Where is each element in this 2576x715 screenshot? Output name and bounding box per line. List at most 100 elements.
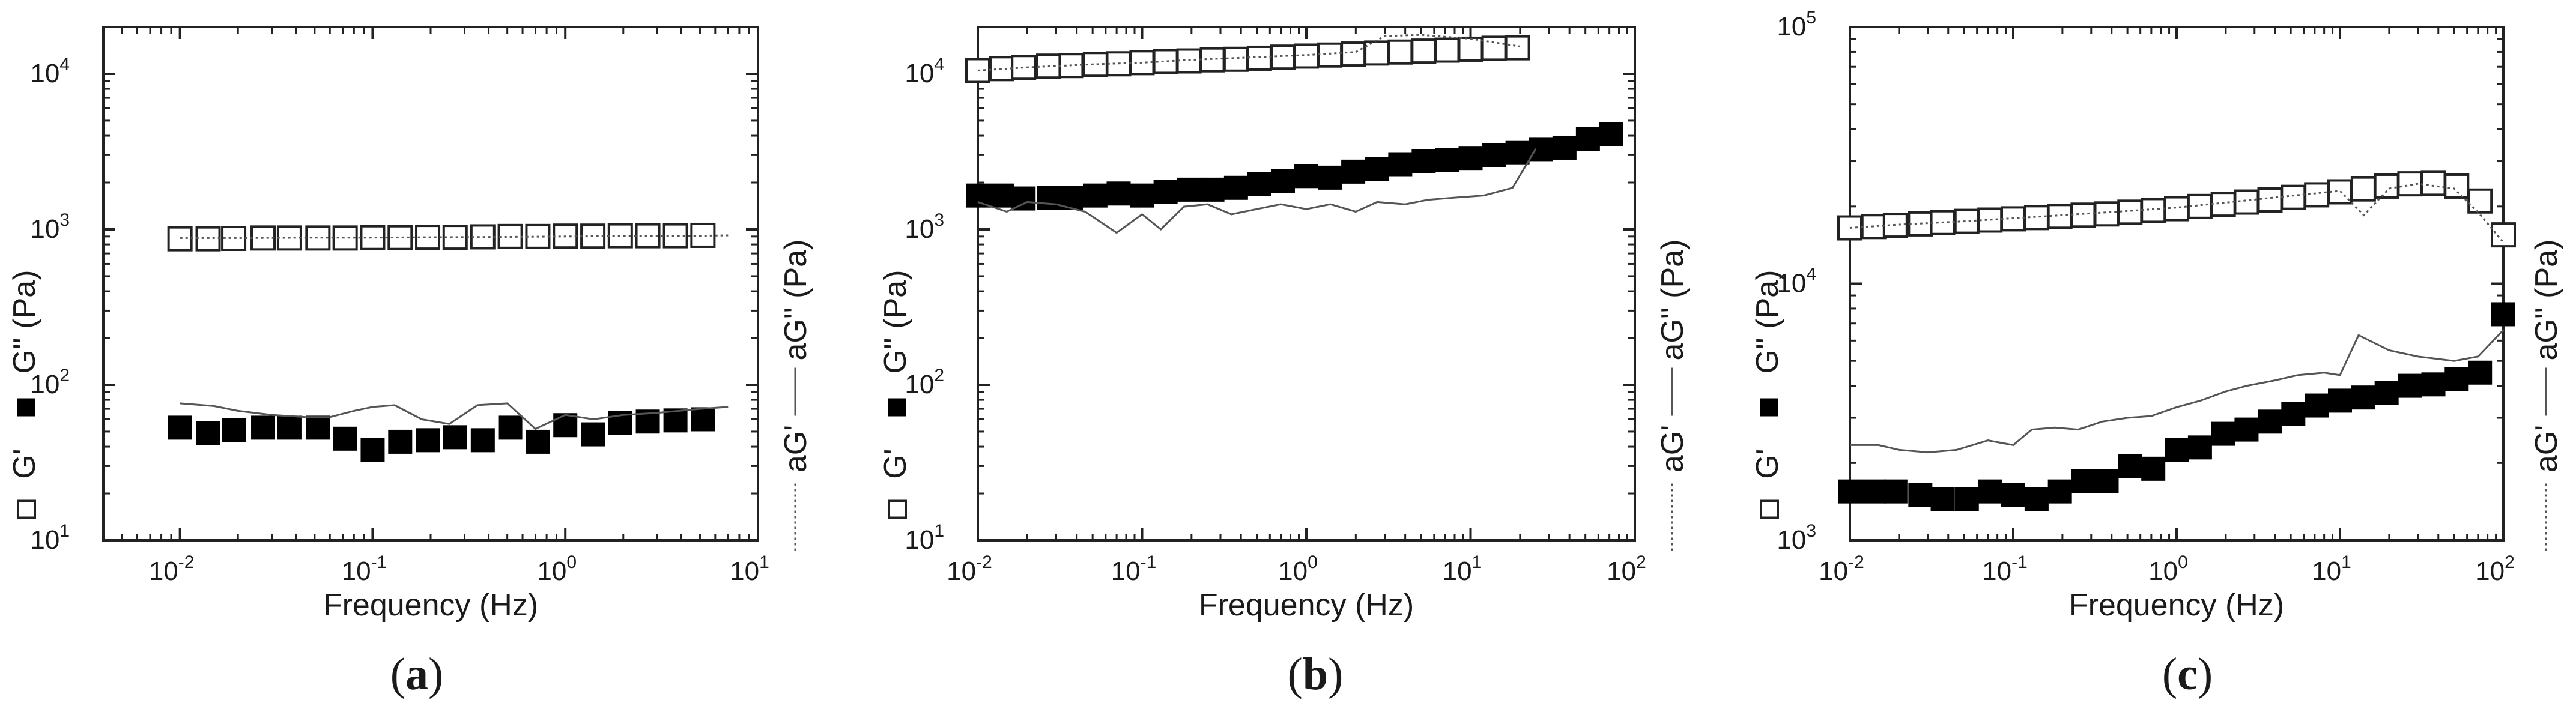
open-square-point	[1246, 45, 1272, 71]
filled-square-point	[443, 425, 467, 450]
filled-square-point	[2024, 487, 2049, 511]
filled-square-point	[388, 429, 413, 454]
panel-caption: (a)	[390, 649, 444, 699]
filled-square-point	[2398, 373, 2422, 398]
filled-square-point	[1294, 164, 1318, 189]
filled-square-point	[2374, 381, 2399, 405]
filled-square-point	[581, 422, 605, 447]
series-agpp	[180, 402, 729, 430]
filled-square-point	[1106, 181, 1131, 206]
filled-square-point	[2468, 360, 2493, 385]
y-tick-label: 102	[905, 366, 944, 399]
panel-c: 10-2 10-1 100 101 102 103 104 105 Frequency (Hz)…	[1750, 8, 2564, 699]
open-square-point	[1223, 46, 1249, 72]
open-square-point	[2094, 201, 2120, 227]
y-tick-label: 101	[905, 521, 944, 555]
legend-g-prime: G'	[7, 448, 42, 478]
solid-series-line	[1850, 329, 2505, 454]
x-tick-label: 10-1	[1982, 552, 2028, 586]
filled-square-point	[2234, 417, 2259, 442]
open-square-point	[1505, 35, 1530, 61]
open-square-point	[360, 225, 386, 250]
series-gpp	[966, 122, 1623, 211]
solid-series-line	[977, 148, 1537, 234]
y-axis-label-left: G' G'' (Pa)	[1750, 270, 1785, 519]
dotted-series-line	[977, 34, 1521, 71]
open-square-point	[2350, 176, 2376, 202]
filled-square-point	[2211, 421, 2235, 446]
x-axis-label: Frequency (Hz)	[1199, 588, 1414, 623]
filled-square-point	[1954, 487, 1979, 511]
filled-square-point	[2351, 385, 2375, 410]
filled-square-point	[168, 415, 192, 440]
filled-square-point	[2305, 393, 2329, 418]
open-square-point	[1058, 53, 1084, 79]
legend-ag-prime: aG'	[778, 425, 813, 472]
y-axis-title-left: G'' (Pa)	[878, 270, 913, 374]
filled-square-point	[691, 407, 715, 432]
filled-square-point	[1505, 140, 1530, 165]
open-square-point	[2444, 173, 2470, 199]
open-square-point	[1364, 40, 1390, 66]
x-tick-label: 10-2	[947, 552, 992, 586]
filled-square-point	[2047, 479, 2072, 504]
open-square-point	[1458, 36, 1483, 62]
filled-square-point	[1838, 479, 1862, 504]
open-square-point	[1411, 38, 1437, 64]
y-axis-label-right: aG' aG'' (Pa)	[1655, 240, 1690, 551]
filled-square-point	[2094, 469, 2119, 493]
open-square-point	[607, 223, 633, 249]
panel-caption: (c)	[2162, 649, 2213, 699]
filled-square-point	[1599, 122, 1623, 146]
filled-square-point	[1318, 165, 1342, 190]
filled-square-point	[1861, 479, 1886, 504]
x-tick-label: 102	[1607, 552, 1646, 586]
plot-frame	[102, 26, 759, 542]
filled-square-point	[1908, 483, 1933, 507]
filled-square-point	[526, 429, 550, 454]
y-tick-label: 104	[1777, 265, 1816, 298]
dotted-series-line	[180, 234, 729, 239]
open-square-point	[2210, 192, 2236, 217]
solid-series-line	[180, 402, 729, 430]
filled-square-point	[277, 415, 302, 440]
open-square-point	[2374, 173, 2399, 199]
open-square-point	[2467, 188, 2493, 214]
x-tick-label: 102	[2475, 552, 2515, 586]
y-axis-label-left: G' G'' (Pa)	[7, 270, 42, 519]
x-tick-label: 100	[2148, 552, 2188, 586]
filled-square-point	[2165, 438, 2189, 462]
panel-caption: (b)	[1288, 649, 1344, 699]
plot-frame	[977, 26, 1636, 542]
filled-square-point	[2118, 454, 2142, 478]
filled-square-point	[2187, 435, 2212, 460]
filled-square-point	[1529, 137, 1553, 162]
series-agp	[180, 234, 729, 239]
y-axis-label-right: aG' aG'' (Pa)	[2529, 240, 2564, 551]
open-square-point	[2257, 187, 2283, 213]
series-gpp	[1838, 302, 2515, 511]
y-axis-label-left: G' G'' (Pa)	[878, 270, 913, 519]
filled-square-point	[1435, 148, 1459, 172]
filled-square-point	[470, 428, 495, 453]
open-square-point	[2491, 222, 2516, 248]
filled-square-point	[663, 408, 688, 433]
filled-square-point	[966, 183, 990, 208]
y-tick-label: 102	[30, 366, 70, 399]
filled-square-point	[222, 418, 246, 442]
filled-square-point	[1883, 479, 1908, 504]
filled-square-point	[2258, 409, 2282, 434]
y-tick-label: 103	[1777, 521, 1816, 555]
filled-square-point	[1458, 146, 1483, 171]
y-axis-title-left: G'' (Pa)	[7, 270, 42, 374]
y-tick-label: 105	[1777, 8, 1816, 41]
filled-square-point	[1575, 127, 1600, 151]
open-square-point	[387, 225, 413, 250]
axis-ticks	[1849, 26, 2505, 542]
legend-open-square-icon	[1760, 499, 1779, 519]
legend-ag-prime: aG'	[2529, 425, 2564, 472]
open-square-point	[1481, 35, 1507, 61]
x-tick-label: 100	[537, 552, 577, 586]
filled-square-point	[1930, 487, 1955, 511]
series-agp	[977, 34, 1521, 71]
